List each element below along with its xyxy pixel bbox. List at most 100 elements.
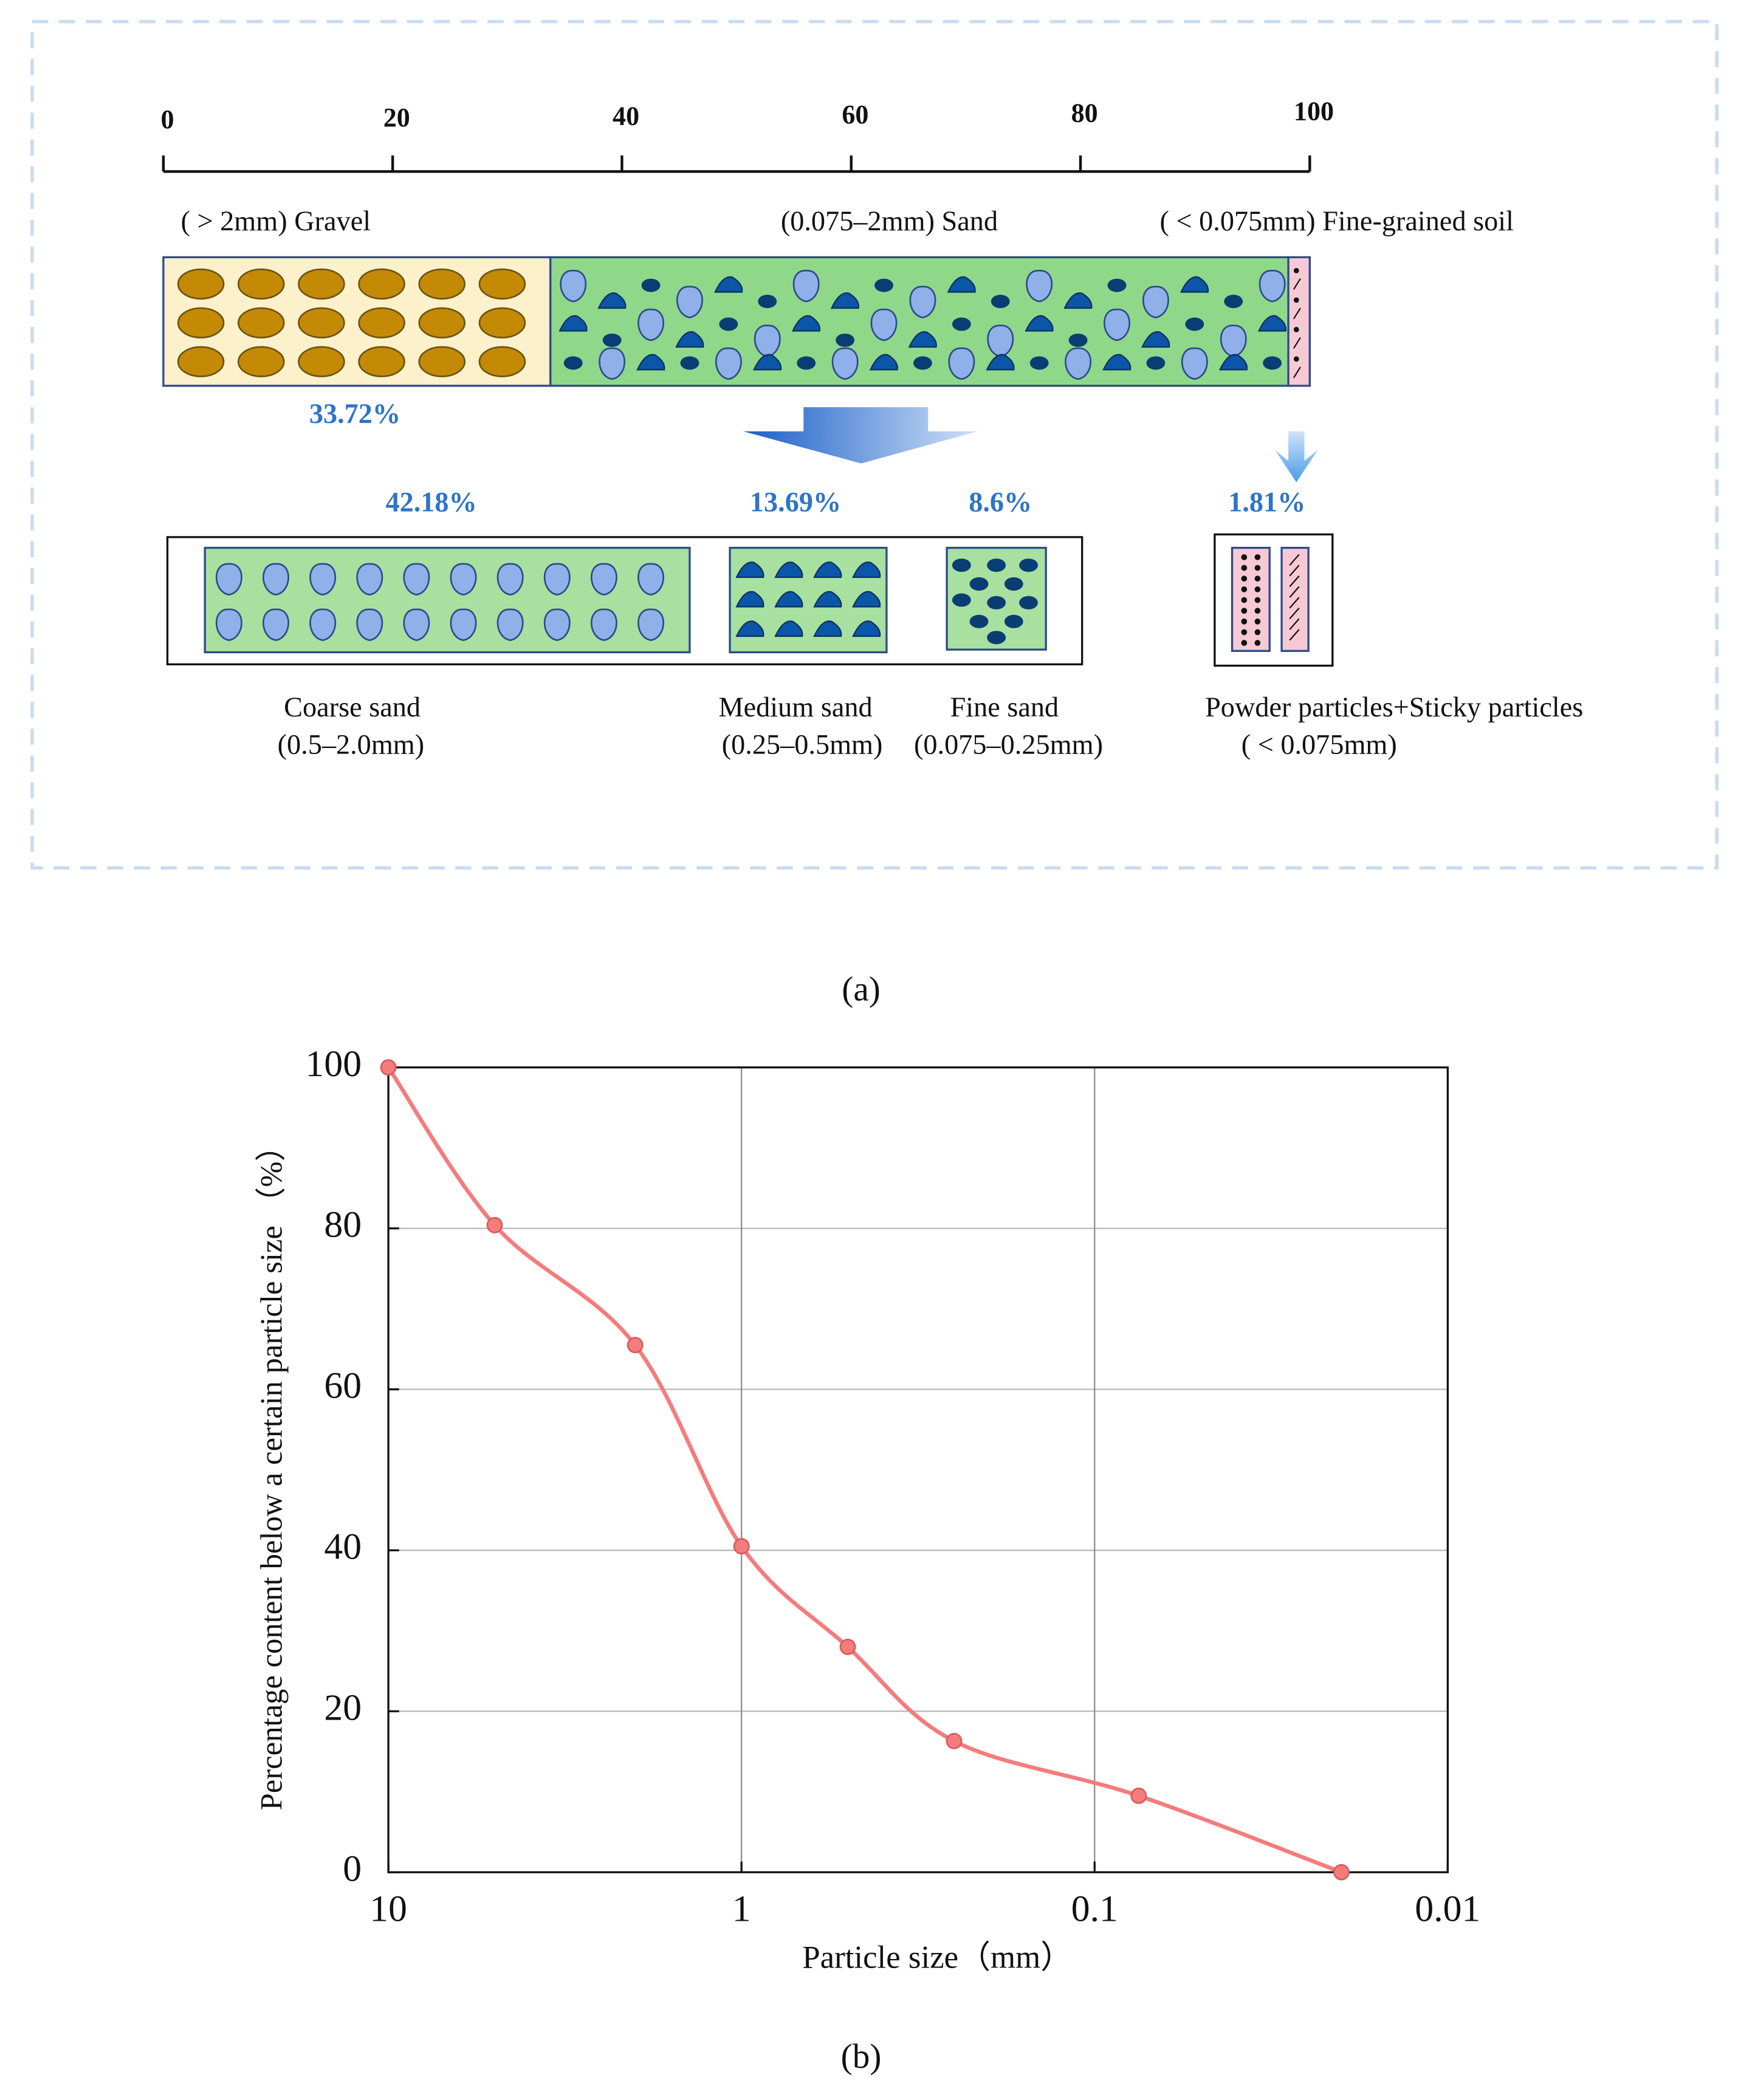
particle	[1293, 267, 1299, 273]
data-point	[1130, 1787, 1147, 1804]
gravel	[298, 346, 345, 377]
coarse-range: (0.5–2.0mm)	[278, 730, 425, 761]
particle	[637, 563, 664, 596]
particle	[1259, 270, 1286, 303]
particle	[1220, 324, 1247, 357]
particle	[1241, 608, 1248, 614]
particle	[496, 563, 524, 596]
particle	[215, 608, 242, 641]
particle	[792, 270, 820, 303]
particle	[1254, 597, 1261, 603]
caption: (b)	[841, 2037, 882, 2076]
gravel	[478, 268, 526, 300]
y-tick-label: 60	[324, 1365, 362, 1407]
particle	[852, 620, 881, 637]
gravel	[237, 268, 285, 300]
particle	[1068, 333, 1088, 347]
particle	[263, 563, 289, 596]
sand-box	[166, 536, 1083, 665]
particle	[543, 608, 571, 641]
particle	[753, 354, 782, 371]
gravel	[177, 268, 225, 300]
y-tick-label: 100	[306, 1043, 362, 1085]
particle	[636, 354, 665, 371]
particle	[1181, 347, 1208, 380]
gravel	[298, 307, 345, 338]
particle	[309, 608, 337, 641]
x-tick-label: 0.1	[1071, 1888, 1118, 1929]
particle	[1289, 608, 1300, 620]
particle	[450, 563, 477, 596]
particle	[602, 333, 622, 347]
y-tick-label: 20	[324, 1687, 362, 1728]
scale-label: 100	[1294, 97, 1334, 126]
fine-block	[1287, 256, 1311, 387]
particle	[558, 315, 588, 332]
particle	[1241, 629, 1248, 636]
particle	[836, 333, 855, 347]
particle	[813, 591, 842, 608]
scale-label: 20	[383, 103, 410, 132]
coarse-pct: 42.18%	[385, 487, 476, 518]
x-axis-title: Particle size（mm）	[802, 1940, 1073, 1975]
gravel	[358, 307, 405, 338]
particle	[1065, 347, 1091, 380]
gravel-label: ( > 2mm) Gravel	[181, 206, 371, 237]
gravel	[237, 307, 285, 338]
particle	[969, 577, 989, 591]
x-tick-label: 0.01	[1415, 1888, 1480, 1929]
particle	[1254, 575, 1261, 582]
particle	[1004, 577, 1023, 591]
particle	[987, 324, 1014, 357]
particle	[1254, 629, 1261, 636]
particle	[852, 591, 881, 608]
fine-label: ( < 0.075mm) Fine-grained soil	[1160, 206, 1514, 237]
particle	[791, 315, 821, 332]
particle	[637, 608, 664, 641]
gravel	[358, 346, 405, 377]
data-point	[627, 1337, 644, 1354]
gravel	[478, 346, 526, 377]
gravel	[478, 307, 526, 338]
particle	[309, 563, 337, 596]
gravel	[177, 346, 225, 377]
particle	[991, 295, 1010, 309]
particle	[637, 308, 664, 341]
particle	[1289, 564, 1300, 577]
particle	[1241, 564, 1248, 571]
particle	[1241, 554, 1248, 560]
particle	[1263, 356, 1282, 370]
particle	[1019, 595, 1038, 609]
particle	[719, 317, 738, 331]
data-point	[380, 1059, 397, 1076]
particle	[852, 561, 881, 578]
particle	[952, 593, 971, 607]
particle	[735, 591, 764, 608]
particle	[1293, 326, 1299, 332]
particle	[591, 563, 617, 596]
gravel	[418, 346, 466, 377]
powder-strip	[1231, 546, 1271, 652]
particle	[947, 276, 976, 293]
particle	[560, 270, 587, 303]
particle	[1241, 575, 1248, 582]
particle	[987, 558, 1006, 572]
arrow	[743, 407, 978, 464]
particle	[543, 563, 571, 596]
particle	[774, 561, 803, 578]
data-point	[733, 1538, 750, 1555]
particle	[909, 286, 936, 318]
particle	[1224, 295, 1243, 309]
particle	[1289, 629, 1300, 641]
diagram: ( > 2mm) Gravel (0.075–2mm) Sand ( < 0.0…	[30, 19, 1719, 1008]
particle	[1293, 297, 1299, 303]
particle	[1289, 597, 1300, 609]
particle	[641, 278, 661, 292]
scale-label: 0	[160, 105, 174, 134]
y-tick-label: 40	[324, 1526, 362, 1568]
particle	[874, 278, 893, 292]
particle	[676, 286, 703, 318]
medium-range: (0.25–0.5mm)	[722, 730, 883, 761]
particle	[1241, 640, 1248, 646]
particle	[948, 347, 975, 380]
